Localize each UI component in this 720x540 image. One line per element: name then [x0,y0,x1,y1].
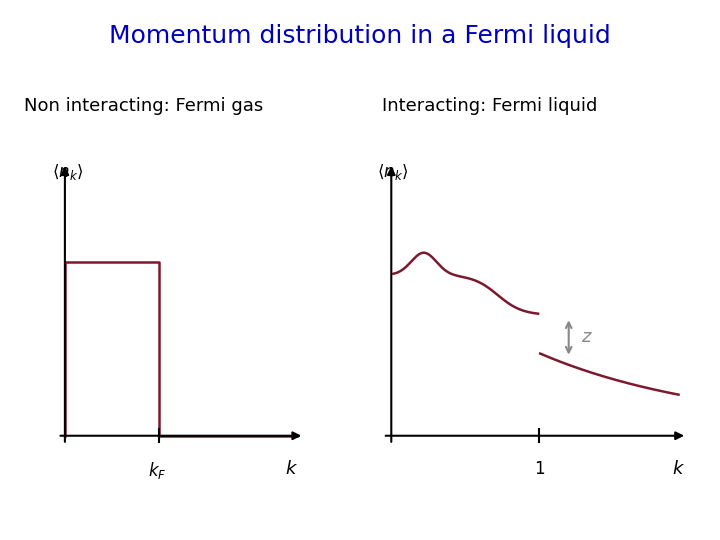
Text: $k$: $k$ [285,460,298,478]
Text: $1$: $1$ [534,460,545,478]
Text: Momentum distribution in a Fermi liquid: Momentum distribution in a Fermi liquid [109,24,611,48]
Text: Non interacting: Fermi gas: Non interacting: Fermi gas [24,97,264,115]
Text: $\langle n_k \rangle$: $\langle n_k \rangle$ [53,162,84,182]
Text: $k_F$: $k_F$ [148,460,166,481]
Text: $z$: $z$ [581,328,593,347]
Text: $k$: $k$ [672,460,685,478]
Text: Interacting: Fermi liquid: Interacting: Fermi liquid [382,97,598,115]
Text: $\langle n_k \rangle$: $\langle n_k \rangle$ [377,162,408,182]
